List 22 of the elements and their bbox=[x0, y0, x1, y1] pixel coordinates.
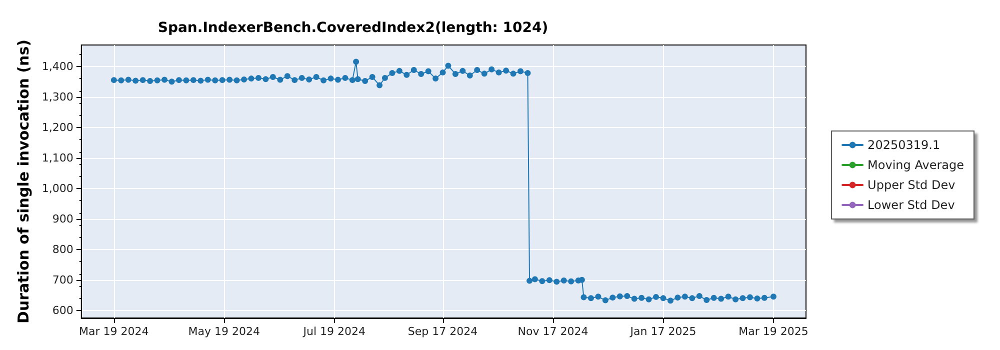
y-tick-label: 700 bbox=[52, 273, 74, 286]
y-axis-title: Duration of single invocation (ns) bbox=[14, 40, 32, 324]
chart-title: Span.IndexerBench.CoveredIndex2(length: 1024) bbox=[158, 20, 548, 36]
y-tick-label: 600 bbox=[52, 304, 74, 317]
y-tick-label: 1,100 bbox=[42, 151, 74, 164]
y-tick-label: 900 bbox=[52, 212, 74, 226]
x-tick-label: Mar 19 2025 bbox=[738, 325, 808, 338]
x-tick-label: Sep 17 2024 bbox=[408, 325, 478, 338]
x-tick-label: May 19 2024 bbox=[188, 325, 260, 338]
x-tick-label: Jan 17 2025 bbox=[629, 325, 696, 338]
y-tick-label: 1,200 bbox=[42, 120, 74, 134]
legend-label: 20250319.1 bbox=[868, 138, 940, 152]
legend-label: Moving Average bbox=[868, 158, 964, 172]
x-tick-label: Mar 19 2024 bbox=[79, 325, 149, 338]
legend-label: Upper Std Dev bbox=[868, 178, 956, 192]
y-tick-label: 800 bbox=[52, 242, 74, 256]
y-tick-label: 1,000 bbox=[42, 182, 74, 195]
y-tick-label: 1,300 bbox=[42, 90, 74, 104]
legend-label: Lower Std Dev bbox=[868, 198, 955, 212]
y-tick-label: 1,400 bbox=[42, 60, 74, 73]
x-tick-label: Nov 17 2024 bbox=[518, 325, 588, 338]
x-tick-label: Jul 19 2024 bbox=[302, 325, 366, 338]
